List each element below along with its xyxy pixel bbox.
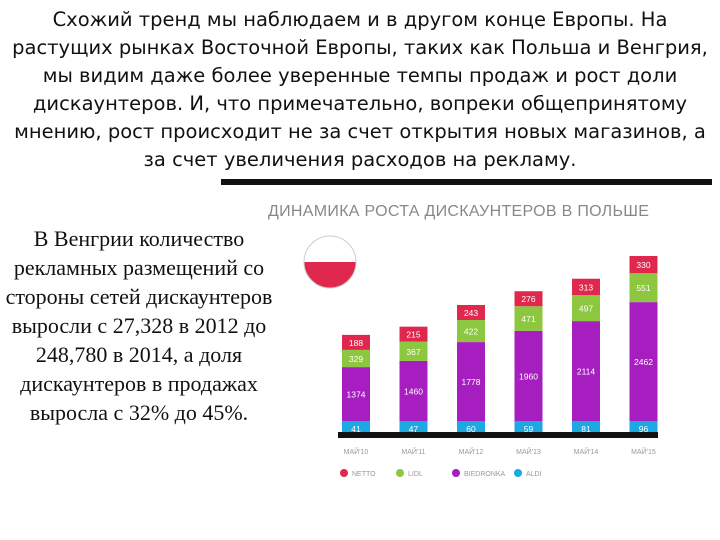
bar-chart: 41 1374 329 188 МАЙ'10 47 1460 367 215 МАЙ'11 60 17… xyxy=(338,256,658,478)
legend-marker-biedronka xyxy=(452,469,460,477)
data-label-biedronka-2: 1460 xyxy=(404,386,423,396)
data-label-netto-2: 215 xyxy=(406,330,420,340)
data-label-lidl-4: 471 xyxy=(521,314,535,324)
data-label-lidl-1: 329 xyxy=(349,354,363,364)
data-label-netto-3: 243 xyxy=(464,308,478,318)
hungary-paragraph: В Венгрии количество рекламных размещени… xyxy=(5,226,273,425)
legend-marker-aldi xyxy=(514,469,522,477)
bar-biedronka-1 xyxy=(342,367,370,421)
chart-title: ДИНАМИКА РОСТА ДИСКАУНТЕРОВ В ПОЛЬШЕ xyxy=(268,203,650,220)
bar-lidl-5 xyxy=(572,295,600,322)
bar-netto-6 xyxy=(629,256,658,274)
bar-biedronka-4 xyxy=(514,330,543,421)
x-tick-label-2: МАЙ'11 xyxy=(401,447,425,456)
bar-biedronka-5 xyxy=(572,321,600,421)
bar-netto-4 xyxy=(514,291,543,307)
bar-netto-2 xyxy=(399,326,428,342)
intro-paragraph: Схожий тренд мы наблюдаем и в другом кон… xyxy=(12,8,708,171)
data-label-lidl-2: 367 xyxy=(406,347,420,357)
legend-marker-netto xyxy=(340,469,348,477)
data-label-biedronka-4: 1960 xyxy=(519,371,538,381)
bar-biedronka-2 xyxy=(399,360,428,421)
legend-label-biedronka: BIEDRONKA xyxy=(464,471,506,478)
legend-marker-lidl xyxy=(396,469,404,477)
data-label-netto-5: 313 xyxy=(579,282,593,292)
data-label-aldi-3: 60 xyxy=(466,424,476,434)
data-label-biedronka-6: 2462 xyxy=(634,357,653,367)
bar-lidl-1 xyxy=(342,349,370,368)
x-tick-label-1: МАЙ'10 xyxy=(344,447,369,456)
bar-lidl-2 xyxy=(399,341,428,361)
data-label-lidl-3: 422 xyxy=(464,327,478,337)
bar-lidl-6 xyxy=(629,273,658,303)
bar-netto-3 xyxy=(457,304,485,320)
bar-lidl-3 xyxy=(457,319,485,343)
data-label-biedronka-3: 1778 xyxy=(462,377,481,387)
divider-bar xyxy=(221,179,712,185)
legend-label-netto: NETTO xyxy=(352,471,376,478)
data-label-lidl-6: 551 xyxy=(636,283,650,293)
bar-biedronka-6 xyxy=(629,302,658,421)
bar-netto-5 xyxy=(572,278,600,296)
data-label-netto-1: 188 xyxy=(349,338,363,348)
data-label-aldi-5: 81 xyxy=(581,424,591,434)
data-label-netto-6: 330 xyxy=(636,260,650,270)
data-label-biedronka-1: 1374 xyxy=(347,390,366,400)
data-label-aldi-4: 59 xyxy=(524,424,534,434)
bar-netto-1 xyxy=(342,334,370,350)
data-label-biedronka-5: 2114 xyxy=(577,367,596,377)
data-label-netto-4: 276 xyxy=(521,294,535,304)
bar-lidl-4 xyxy=(514,306,543,331)
legend-label-lidl: LIDL xyxy=(408,471,423,478)
x-tick-label-3: МАЙ'12 xyxy=(459,447,484,456)
data-label-aldi-2: 47 xyxy=(409,424,419,434)
legend-label-aldi: ALDI xyxy=(526,471,542,478)
data-label-aldi-1: 41 xyxy=(351,424,361,434)
x-tick-label-6: МАЙ'15 xyxy=(631,447,656,456)
x-tick-label-5: МАЙ'14 xyxy=(574,447,599,456)
x-axis-baseline xyxy=(338,432,658,438)
data-label-lidl-5: 497 xyxy=(579,304,593,314)
bar-biedronka-3 xyxy=(457,342,485,421)
poland-flag-icon xyxy=(303,235,357,289)
data-label-aldi-6: 96 xyxy=(639,424,649,434)
x-tick-label-4: МАЙ'13 xyxy=(516,447,541,456)
